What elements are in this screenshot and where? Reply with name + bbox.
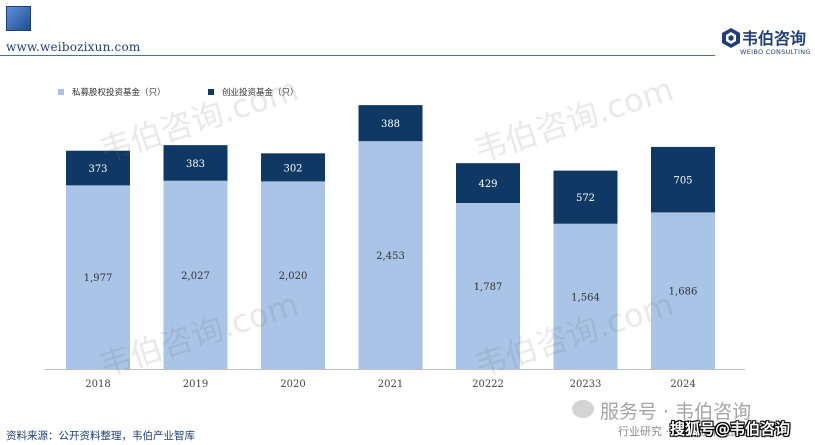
bar-venture <box>261 153 325 182</box>
x-tick-label: 2019 <box>183 379 208 390</box>
brand-subtitle: WEIBO CONSULTING <box>740 48 811 56</box>
data-label-venture: 572 <box>576 193 595 204</box>
bar-venture <box>358 105 423 142</box>
x-tick-label: 2018 <box>85 379 110 390</box>
data-label-private-equity: 2,453 <box>376 251 405 262</box>
bar-venture <box>553 170 618 224</box>
data-label-private-equity: 1,686 <box>669 287 698 298</box>
source-note: 资料来源：公开资料整理，韦伯产业智库 <box>6 430 195 442</box>
industry-tagline: 行业研究 · 专项调研 · 战略规划 <box>618 425 771 438</box>
data-label-private-equity: 2,020 <box>279 271 308 282</box>
legend-label-venture: 创业投资基金（只） <box>222 88 299 98</box>
legend-item-venture: 创业投资基金（只） <box>208 86 299 98</box>
legend-swatch-private-equity <box>58 89 64 95</box>
data-label-venture: 388 <box>381 119 400 130</box>
legend-label-private-equity: 私募股权投资基金（只） <box>72 88 166 98</box>
brand-block: 韦伯咨询 WEIBO CONSULTING <box>720 24 815 58</box>
bar-private-equity <box>66 185 130 369</box>
bar-private-equity <box>553 223 618 369</box>
x-tick-label: 2020 <box>280 379 305 390</box>
bar-private-equity <box>163 180 228 369</box>
bar-venture <box>163 145 228 181</box>
legend-item-private-equity: 私募股权投资基金（只） <box>58 86 166 98</box>
sohu-account-label: 搜狐号@韦伯咨询 <box>670 420 791 438</box>
data-label-private-equity: 1,787 <box>474 282 503 293</box>
x-tick-label: 2021 <box>378 379 403 390</box>
data-label-venture: 302 <box>283 163 302 174</box>
bar-private-equity <box>651 212 715 369</box>
data-label-venture: 429 <box>478 179 497 190</box>
bar-private-equity <box>456 203 520 369</box>
legend-swatch-venture <box>208 89 214 95</box>
data-label-venture: 383 <box>186 159 205 170</box>
header-divider <box>0 55 715 56</box>
data-label-venture: 373 <box>88 164 107 175</box>
brand-logo-icon <box>722 28 740 48</box>
data-label-private-equity: 1,564 <box>571 292 600 303</box>
bar-venture <box>456 163 520 204</box>
site-url[interactable]: www.weibozixun.com <box>6 40 141 54</box>
data-label-private-equity: 2,027 <box>181 271 210 282</box>
x-tick-label: 20233 <box>570 379 602 390</box>
bar-venture <box>66 150 130 186</box>
x-tick-label: 2024 <box>670 379 695 390</box>
x-tick-label: 20222 <box>472 379 504 390</box>
bar-private-equity <box>261 181 325 369</box>
brand-name: 韦伯咨询 <box>742 29 807 48</box>
wechat-icon <box>572 400 594 418</box>
data-label-private-equity: 1,977 <box>84 273 113 284</box>
bar-venture <box>651 146 715 213</box>
corner-logo-square <box>6 6 31 31</box>
wechat-service-label: 服务号 · 韦伯咨询 <box>600 401 752 423</box>
data-label-venture: 705 <box>673 176 692 187</box>
bar-private-equity <box>358 141 423 369</box>
